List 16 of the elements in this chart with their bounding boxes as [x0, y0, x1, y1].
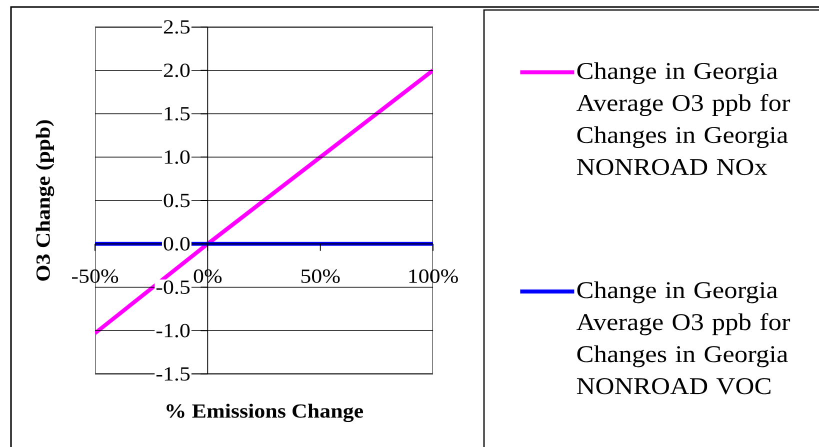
y-tick-label: -1.5	[156, 367, 190, 381]
y-tick-label: 1.0	[164, 150, 190, 164]
x-axis-title: % Emissions Change	[166, 404, 364, 422]
y-tick-label: -1.0	[156, 324, 190, 338]
legend-label: Change in Georgia Average O3 ppb for Changes in Georgia NONROAD NOx	[576, 62, 790, 176]
y-axis-title: O3 Change (ppb)	[36, 120, 54, 281]
y-tick-label: -0.5	[156, 280, 190, 294]
y-tick-label: 0.5	[164, 194, 190, 208]
y-tick-label: 0.0	[164, 237, 190, 251]
x-tick-label: -50%	[72, 269, 118, 283]
y-tick-label: 2.0	[164, 64, 190, 78]
legend-label: Change in Georgia Average O3 ppb for Changes in Georgia NONROAD VOC	[576, 281, 790, 394]
y-tick-label: 1.5	[164, 107, 190, 120]
y-tick-label: 2.5	[164, 20, 190, 34]
x-tick-label: 100%	[409, 269, 458, 283]
x-tick-label: 50%	[301, 269, 340, 283]
